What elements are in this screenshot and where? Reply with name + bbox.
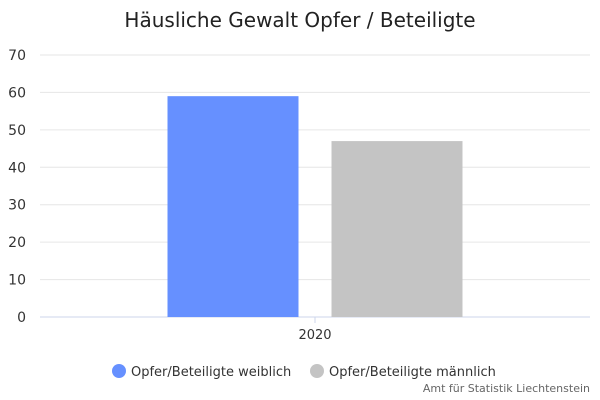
- bars: [167, 96, 463, 318]
- bar: [331, 141, 463, 317]
- legend: Opfer/Beteiligte weiblich Opfer/Beteiligt…: [112, 364, 496, 380]
- y-tick-label: 0: [17, 310, 26, 326]
- x-tick-label: 2020: [298, 328, 331, 343]
- legend-label: Opfer/Beteiligte männlich: [329, 365, 496, 380]
- y-tick-label: 50: [8, 123, 26, 139]
- y-tick-label: 20: [8, 235, 26, 251]
- y-tick-label: 10: [8, 273, 26, 289]
- y-tick-label: 40: [8, 160, 26, 176]
- source-credit: Amt für Statistik Liechtenstein: [422, 382, 590, 395]
- legend-marker: [310, 364, 324, 378]
- y-tick-label: 30: [8, 198, 26, 214]
- bar: [167, 96, 299, 318]
- gridlines: [40, 54, 590, 318]
- legend-label: Opfer/Beteiligte weiblich: [131, 365, 291, 380]
- x-axis: 2020: [298, 317, 332, 343]
- y-tick-label: 70: [8, 48, 26, 64]
- legend-marker: [112, 364, 126, 378]
- y-tick-label: 60: [8, 85, 26, 101]
- chart-title: Häusliche Gewalt Opfer / Beteiligte: [124, 8, 475, 32]
- y-axis: 0 10 20 30 40 50 60 70: [8, 48, 26, 326]
